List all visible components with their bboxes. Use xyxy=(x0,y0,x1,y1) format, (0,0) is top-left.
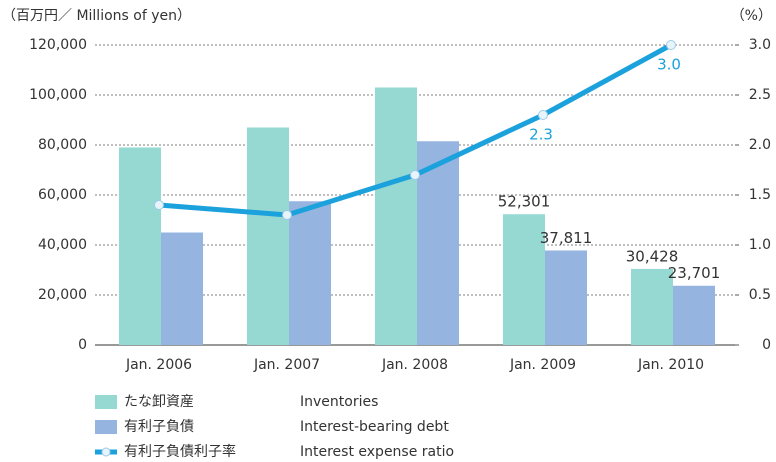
value-label: 23,701 xyxy=(668,264,721,282)
y2-tick-label: 0.5 xyxy=(749,287,771,303)
y-tick-label: 120,000 xyxy=(29,37,87,53)
x-tick-label: Jan. 2010 xyxy=(637,357,704,373)
y2-tick-label: 2.0 xyxy=(749,137,771,153)
line-marker xyxy=(154,200,164,210)
y2-tick-label: 3.0 xyxy=(749,37,771,53)
y2-tick-label: 0 xyxy=(762,337,771,353)
line-marker xyxy=(282,210,292,220)
line-marker xyxy=(410,170,420,180)
y-tick-label: 20,000 xyxy=(38,287,87,303)
bar xyxy=(119,147,161,345)
y-tick-label: 60,000 xyxy=(38,187,87,203)
y2-tick-label: 1.0 xyxy=(749,237,771,253)
y-tick-label: 40,000 xyxy=(38,237,87,253)
bar xyxy=(631,268,673,345)
y2-tick-label: 2.5 xyxy=(749,87,771,103)
legend-label: 有利子負債 xyxy=(124,419,194,435)
y2-axis-label: （%） xyxy=(731,8,772,24)
value-label: 37,811 xyxy=(540,229,593,247)
legend-swatch xyxy=(95,420,117,434)
line-marker xyxy=(666,40,676,50)
legend-label-en: Interest expense ratio xyxy=(300,444,454,460)
x-tick-label: Jan. 2007 xyxy=(253,357,320,373)
bar xyxy=(247,127,289,345)
value-label: 3.0 xyxy=(657,56,681,74)
bar xyxy=(673,285,715,345)
bar xyxy=(289,201,331,345)
legend-label: たな卸資産 xyxy=(124,394,194,410)
legend-marker xyxy=(101,447,111,457)
legend-swatch xyxy=(95,395,117,409)
x-tick-label: Jan. 2006 xyxy=(125,357,192,373)
y-tick-label: 80,000 xyxy=(38,137,87,153)
x-tick-label: Jan. 2009 xyxy=(509,357,576,373)
legend-label-en: Inventories xyxy=(300,394,378,410)
value-label: 2.3 xyxy=(529,126,553,144)
legend-label-en: Interest-bearing debt xyxy=(300,419,449,435)
value-label: 52,301 xyxy=(498,193,551,211)
y2-tick-label: 1.5 xyxy=(749,187,771,203)
y-axis-label: （百万円／ Millions of yen） xyxy=(2,8,191,24)
legend-label: 有利子負債利子率 xyxy=(124,443,236,460)
value-label: 30,428 xyxy=(626,247,679,265)
y-tick-label: 100,000 xyxy=(29,87,87,103)
bar xyxy=(503,214,545,345)
line-marker xyxy=(538,110,548,120)
y-tick-label: 0 xyxy=(78,337,87,353)
bar xyxy=(417,141,459,345)
bar xyxy=(161,232,203,345)
bar xyxy=(375,87,417,345)
bar xyxy=(545,250,587,345)
x-tick-label: Jan. 2008 xyxy=(381,357,448,373)
